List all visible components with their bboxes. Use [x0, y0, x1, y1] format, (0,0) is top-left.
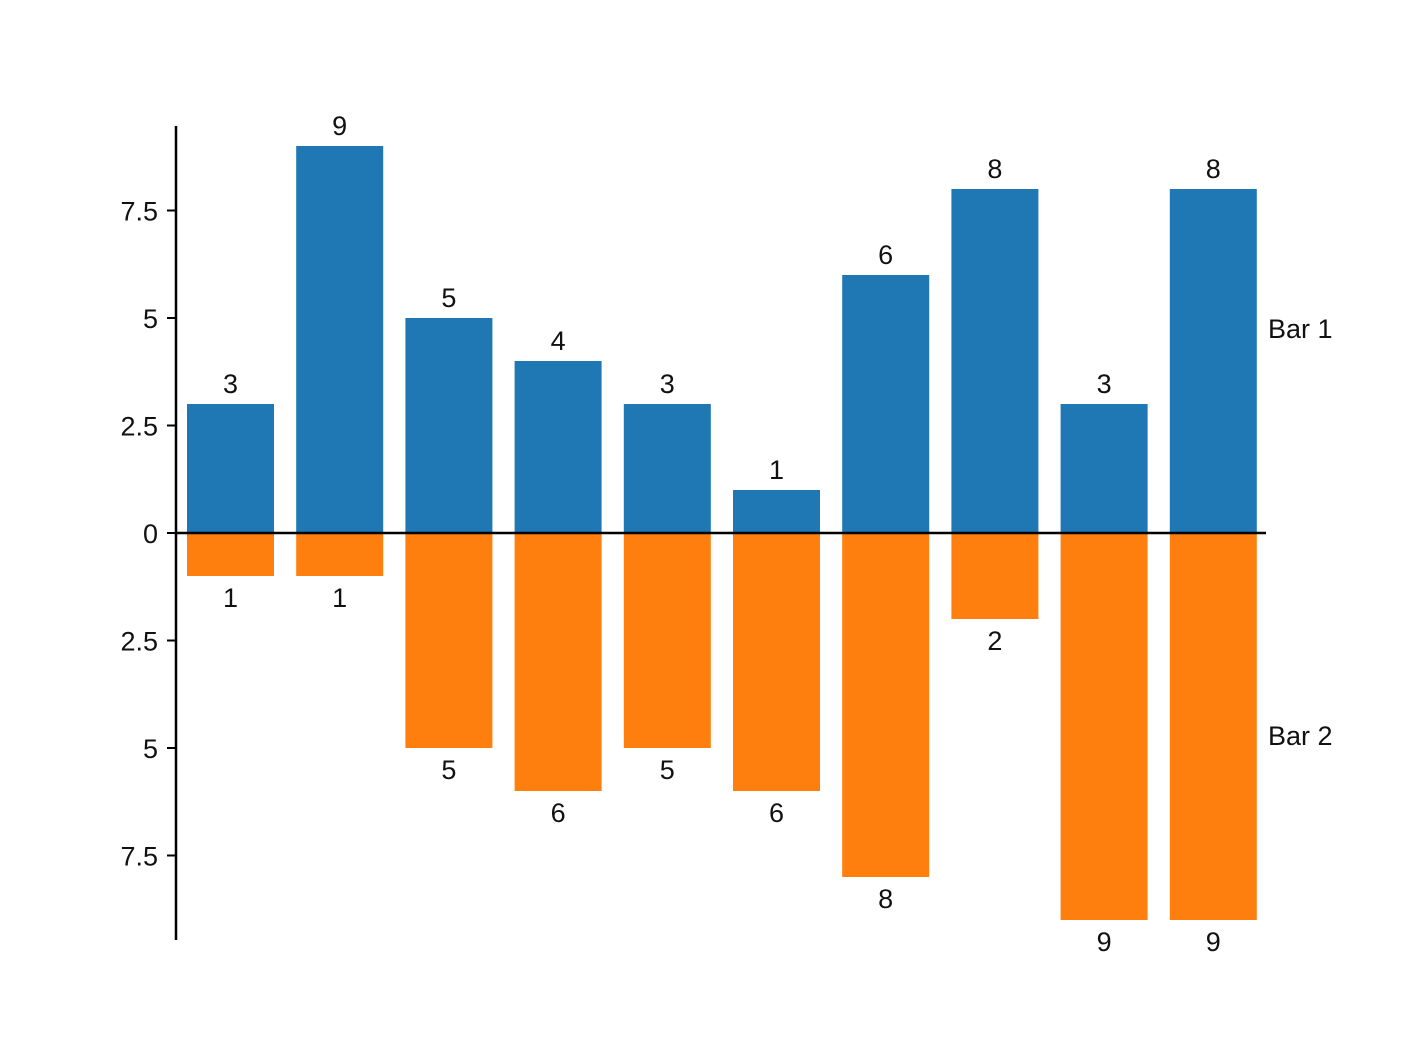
series-label-bar-1: Bar 1	[1268, 314, 1333, 344]
bar-1-bar-4	[514, 361, 602, 533]
bar-1-value-label: 3	[223, 369, 238, 399]
y-tick-label: 7.5	[120, 197, 158, 227]
bar-2-bar-5	[623, 533, 711, 748]
bar-2-value-label: 5	[660, 755, 675, 785]
series-label-bar-2: Bar 2	[1268, 721, 1333, 751]
bar-2-value-label: 8	[878, 884, 893, 914]
bar-1-value-label: 9	[332, 111, 347, 141]
bar-2-bar-7	[842, 533, 930, 877]
bar-2-value-label: 2	[987, 626, 1002, 656]
y-tick-label: 2.5	[120, 412, 158, 442]
bar-1-bar-9	[1060, 404, 1148, 533]
bar-1-bar-2	[296, 146, 384, 533]
bar-1-bar-8	[951, 189, 1039, 533]
y-tick-label: 0	[143, 519, 158, 549]
bars-layer	[187, 146, 1257, 920]
bar-1-value-label: 3	[660, 369, 675, 399]
y-tick-label: 7.5	[120, 842, 158, 872]
bar-2-value-label: 6	[551, 798, 566, 828]
y-tick-label: 5	[143, 304, 158, 334]
bar-1-value-label: 8	[987, 154, 1002, 184]
bar-2-value-label: 1	[332, 583, 347, 613]
bar-1-bar-6	[733, 490, 820, 533]
bar-1-value-label: 1	[769, 455, 784, 485]
bar-2-bar-9	[1060, 533, 1148, 920]
bar-1-value-label: 5	[441, 283, 456, 313]
bar-labels-layer: 3 9 5 4 3 1 6 8 3 8 1 1 5 6 5 6 8 2 9 9	[223, 111, 1221, 957]
bar-2-value-label: 9	[1206, 927, 1221, 957]
bar-2-bar-10	[1169, 533, 1257, 920]
y-tick-label: 2.5	[120, 627, 158, 657]
bar-1-bar-10	[1169, 189, 1257, 533]
bar-1-value-label: 6	[878, 240, 893, 270]
bar-2-bar-6	[733, 533, 820, 791]
bar-2-bar-1	[187, 533, 274, 576]
bar-2-bar-2	[296, 533, 384, 576]
bar-1-bar-7	[842, 275, 930, 533]
bar-2-value-label: 1	[223, 583, 238, 613]
bar-1-value-label: 8	[1206, 154, 1221, 184]
bar-2-value-label: 5	[441, 755, 456, 785]
bar-2-value-label: 6	[769, 798, 784, 828]
bar-2-value-label: 9	[1097, 927, 1112, 957]
bar-1-bar-5	[623, 404, 711, 533]
bar-1-bar-1	[187, 404, 274, 533]
bar-2-bar-4	[514, 533, 602, 791]
bar-1-value-label: 3	[1097, 369, 1112, 399]
y-axis: 7.5 5 2.5 0 2.5 5 7.5	[120, 126, 1266, 940]
series-labels: Bar 1 Bar 2	[1268, 314, 1333, 751]
bar-1-value-label: 4	[551, 326, 566, 356]
bar-2-bar-8	[951, 533, 1039, 619]
bar-2-bar-3	[405, 533, 493, 748]
y-tick-label: 5	[143, 734, 158, 764]
bar-1-bar-3	[405, 318, 493, 533]
